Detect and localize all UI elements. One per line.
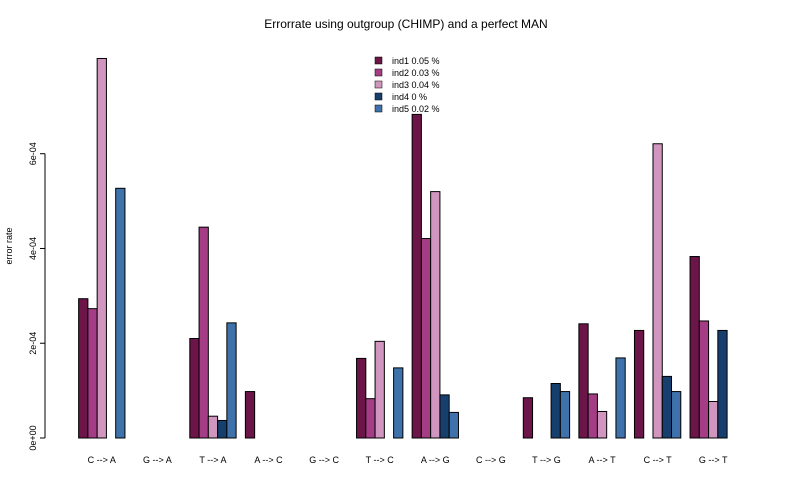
x-tick-label: G --> T	[699, 455, 728, 465]
x-tick-label: A --> T	[588, 455, 616, 465]
bar-ind3	[207, 415, 219, 439]
y-tick-label: 0e+00	[28, 425, 38, 450]
bar-ind2	[87, 308, 98, 439]
bar-ind5	[226, 322, 237, 439]
bar-ind5	[393, 367, 404, 439]
legend: ind1 0.05 % ind2 0.03 % ind3 0.04 % ind4 0 …	[374, 56, 440, 114]
bar-ind5	[615, 357, 626, 439]
bar-ind1	[633, 329, 645, 439]
x-tick-label: C --> T	[644, 455, 673, 465]
bar-ind3	[430, 191, 441, 439]
x-axis-labels: C --> A G --> A T --> A A --> C G --> C T -->…	[88, 455, 728, 465]
legend-label-ind5: ind5 0.02 %	[392, 104, 440, 114]
chart-title: Errorrate using outgroup (CHIMP) and a p…	[264, 17, 547, 31]
bar-ind2	[198, 226, 209, 439]
bar-ind3	[708, 401, 719, 439]
bar-ind5	[559, 391, 571, 439]
bar-ind5	[115, 187, 126, 439]
x-tick-label: G --> A	[143, 455, 172, 465]
legend-swatch-ind2	[374, 68, 383, 77]
bar-ind1	[689, 256, 700, 439]
x-tick-label: A --> G	[421, 455, 450, 465]
x-tick-label: T --> G	[532, 455, 561, 465]
y-tick-label: 6e-04	[28, 142, 38, 165]
bar-ind2	[587, 393, 598, 439]
x-tick-label: A --> C	[254, 455, 283, 465]
bar-ind4	[717, 329, 728, 439]
legend-label-ind1: ind1 0.05 %	[392, 56, 440, 66]
bar-ind1	[244, 391, 256, 439]
bar-ind1	[522, 397, 534, 439]
bar-ind1	[411, 113, 422, 439]
bar-ind2	[698, 320, 710, 439]
bar-ind3	[596, 410, 608, 439]
bar-ind2	[420, 238, 432, 439]
x-tick-label: T --> C	[366, 455, 395, 465]
bar-ind5	[671, 391, 682, 439]
bar-ind4	[661, 375, 673, 439]
y-tick-label: 4e-04	[28, 237, 38, 260]
legend-label-ind3: ind3 0.04 %	[392, 80, 440, 90]
bar-ind4	[439, 394, 450, 439]
y-axis: 0e+00 2e-04 4e-04 6e-04	[28, 142, 46, 451]
legend-swatch-ind5	[374, 104, 383, 113]
x-tick-label: G --> C	[309, 455, 339, 465]
legend-swatch-ind4	[374, 92, 383, 101]
bar-ind1	[189, 338, 200, 439]
bar-ind4	[217, 419, 228, 439]
legend-label-ind2: ind2 0.03 %	[392, 68, 440, 78]
x-tick-label: C --> G	[476, 455, 506, 465]
y-tick-label: 2e-04	[28, 332, 38, 355]
bar-ind2	[365, 398, 376, 439]
x-tick-label: T --> A	[199, 455, 226, 465]
bar-ind1	[78, 298, 89, 439]
bar-ind1	[356, 357, 367, 439]
y-axis-label: error rate	[4, 227, 14, 264]
legend-label-ind4: ind4 0 %	[392, 92, 427, 102]
bar-ind4	[550, 383, 561, 439]
bar-ind1	[578, 323, 589, 439]
bar-ind3	[96, 57, 107, 439]
bar-ind3	[374, 340, 385, 439]
bars-group	[78, 57, 728, 439]
legend-swatch-ind1	[374, 56, 383, 65]
bar-ind5	[448, 411, 459, 439]
legend-swatch-ind3	[374, 80, 383, 89]
bar-ind3	[652, 143, 663, 439]
x-tick-label: C --> A	[88, 455, 116, 465]
